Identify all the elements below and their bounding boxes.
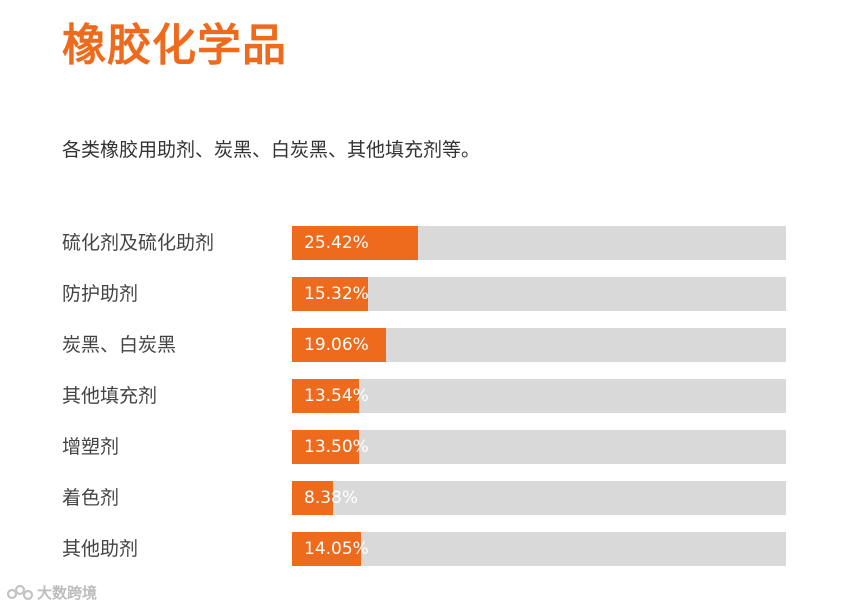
bar-track: 13.50%: [292, 430, 786, 464]
bar-fill: [292, 430, 359, 464]
bar-track: 15.32%: [292, 277, 786, 311]
bar-value-label: 14.05%: [304, 539, 369, 559]
bar-fill: [292, 379, 359, 413]
bar-row: 炭黑、白炭黑 19.06%: [0, 328, 864, 362]
bar-category-label: 防护助剂: [62, 283, 139, 305]
bar-fill: [292, 532, 361, 566]
bar-value-label: 19.06%: [304, 335, 369, 355]
bar-category-label: 硫化剂及硫化助剂: [62, 232, 215, 254]
bar-category-label: 其他填充剂: [62, 385, 158, 407]
bar-fill: [292, 226, 418, 260]
bar-value-label: 25.42%: [304, 233, 369, 253]
bar-row: 防护助剂 15.32%: [0, 277, 864, 311]
bar-track: 25.42%: [292, 226, 786, 260]
brand-logo-icon: [6, 584, 34, 600]
watermark-text: 大数跨境: [37, 584, 98, 602]
bar-track: 13.54%: [292, 379, 786, 413]
bar-value-label: 13.50%: [304, 437, 369, 457]
bar-value-label: 15.32%: [304, 284, 369, 304]
bar-fill: [292, 481, 333, 515]
bar-track: 14.05%: [292, 532, 786, 566]
bar-row: 硫化剂及硫化助剂 25.42%: [0, 226, 864, 260]
bar-track: 8.38%: [292, 481, 786, 515]
watermark: 大数跨境: [6, 582, 97, 603]
bar-track: 19.06%: [292, 328, 786, 362]
bar-category-label: 炭黑、白炭黑: [62, 334, 177, 356]
bar-row: 增塑剂 13.50%: [0, 430, 864, 464]
bar-fill: [292, 328, 386, 362]
page-title: 橡胶化学品: [62, 20, 287, 71]
bar-row: 其他助剂 14.05%: [0, 532, 864, 566]
bar-row: 其他填充剂 13.54%: [0, 379, 864, 413]
bar-fill: [292, 277, 368, 311]
page-description: 各类橡胶用助剂、炭黑、白炭黑、其他填充剂等。: [62, 139, 481, 161]
bar-category-label: 着色剂: [62, 487, 120, 509]
bar-row: 着色剂 8.38%: [0, 481, 864, 515]
bar-category-label: 其他助剂: [62, 538, 139, 560]
bar-value-label: 8.38%: [304, 488, 359, 508]
bar-category-label: 增塑剂: [62, 436, 120, 458]
bar-value-label: 13.54%: [304, 386, 369, 406]
